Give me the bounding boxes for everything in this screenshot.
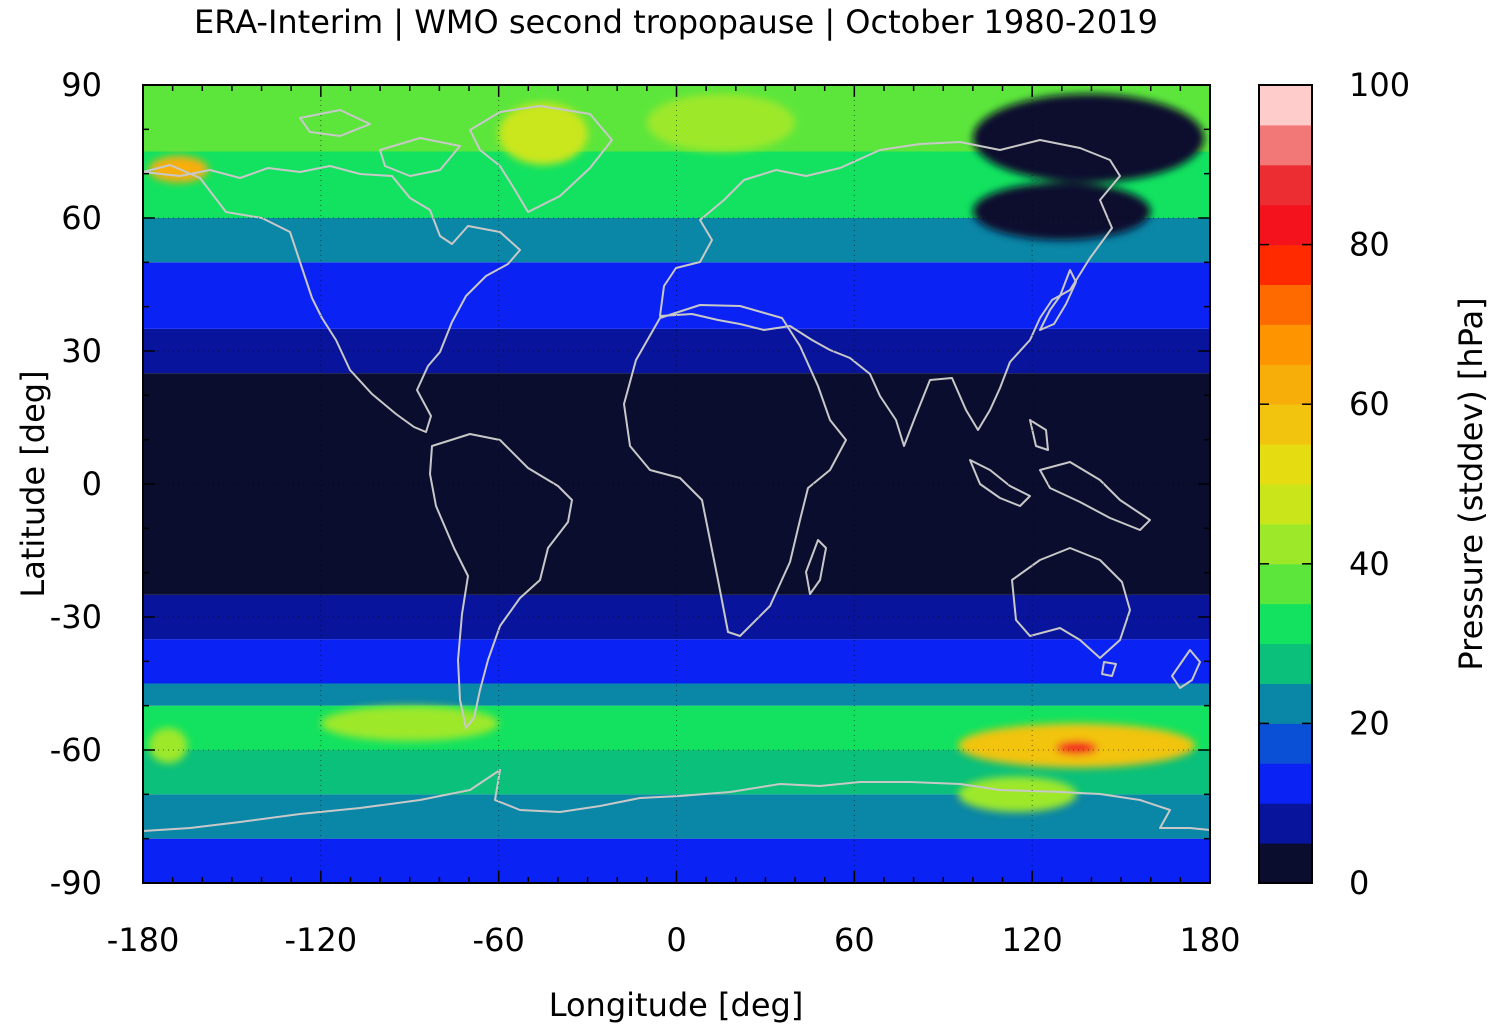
zonal-band-4 xyxy=(143,683,1210,706)
coastline-antarctica xyxy=(143,769,1210,832)
y-tick-label: 30 xyxy=(61,332,102,370)
colorbar-segment-5 xyxy=(1259,643,1312,684)
colorbar-segment-19 xyxy=(1259,85,1312,126)
colorbar-segment-16 xyxy=(1259,204,1312,246)
x-axis-label: Longitude [deg] xyxy=(549,986,804,1024)
y-axis-tick-labels: 90 60 30 0 -30 -60 -90 xyxy=(50,66,102,902)
coastline-madagascar xyxy=(805,539,827,595)
y-tick-label: -60 xyxy=(50,731,102,769)
x-tick-label: -60 xyxy=(473,921,525,959)
x-tick-label: -120 xyxy=(285,921,358,959)
colorbar-segment-6 xyxy=(1259,603,1312,645)
x-tick-label: 180 xyxy=(1179,921,1240,959)
colorbar-segment-14 xyxy=(1259,284,1312,325)
colorbar-segment-15 xyxy=(1259,244,1312,285)
axis-ticks xyxy=(142,84,1211,884)
highlight-3 xyxy=(972,93,1205,183)
coastline-arctic-islands xyxy=(299,109,461,177)
map-panel xyxy=(142,84,1211,884)
colorbar-ticks: 100 80 60 40 20 0 xyxy=(1259,66,1410,902)
coastline-southeast-asia-islands xyxy=(969,419,1151,531)
y-tick-label: -30 xyxy=(50,598,102,636)
colorbar: 100 80 60 40 20 0 Pressure (stddev) [hPa] xyxy=(1258,66,1490,902)
zonal-band-6 xyxy=(143,594,1210,640)
highlight-1 xyxy=(498,102,588,165)
colorbar-segment-8 xyxy=(1259,523,1312,565)
coastlines xyxy=(143,105,1210,832)
coastline-tasmania xyxy=(1101,661,1117,677)
y-axis-label: Latitude [deg] xyxy=(14,370,52,597)
highlight-9 xyxy=(320,705,499,742)
colorbar-segment-2 xyxy=(1259,763,1312,804)
colorbar-scale xyxy=(1259,85,1312,884)
coastline-australia xyxy=(1011,547,1131,659)
colorbar-segment-0 xyxy=(1259,843,1312,884)
highlight-6 xyxy=(1055,741,1098,755)
coastline-japan xyxy=(1039,269,1077,331)
highlight-4 xyxy=(972,182,1151,241)
highlight-8 xyxy=(148,727,188,764)
x-tick-label: 120 xyxy=(1002,921,1063,959)
colorbar-frame xyxy=(1258,84,1313,884)
colorbar-segment-12 xyxy=(1259,364,1312,405)
zonal-band-5 xyxy=(143,639,1210,684)
coastline-greenland xyxy=(469,105,613,213)
colorbar-segment-17 xyxy=(1259,164,1312,206)
colorbar-tick-label: 0 xyxy=(1349,864,1369,902)
colorbar-tick-label: 40 xyxy=(1349,545,1390,583)
colorbar-tick-label: 60 xyxy=(1349,385,1390,423)
colorbar-segment-7 xyxy=(1259,563,1312,605)
highlight-2 xyxy=(646,93,796,152)
coastline-africa xyxy=(623,304,847,637)
colorbar-segment-3 xyxy=(1259,723,1312,764)
colorbar-label: Pressure (stddev) [hPa] xyxy=(1452,297,1490,670)
highlight-7 xyxy=(958,776,1077,813)
chart-title: ERA-Interim | WMO second tropopause | Oc… xyxy=(194,3,1158,41)
coastline-europe xyxy=(659,139,1121,447)
colorbar-tick-label: 20 xyxy=(1349,704,1390,742)
colorbar-tick-label: 80 xyxy=(1349,226,1390,264)
y-tick-label: 0 xyxy=(82,465,102,503)
colorbar-segment-4 xyxy=(1259,683,1312,724)
x-tick-label: 60 xyxy=(834,921,875,959)
colorbar-segment-9 xyxy=(1259,484,1312,525)
grid-lines xyxy=(143,85,1210,883)
x-tick-label: 0 xyxy=(666,921,686,959)
x-axis-tick-labels: -180 -120 -60 0 60 120 180 xyxy=(107,921,1241,959)
coastline-south-america xyxy=(429,433,573,729)
colorbar-segment-1 xyxy=(1259,803,1312,844)
colorbar-tick-label: 100 xyxy=(1349,66,1410,104)
colorbar-segment-18 xyxy=(1259,124,1312,166)
x-tick-label: -180 xyxy=(107,921,180,959)
coastline-new-zealand xyxy=(1171,649,1201,689)
coastline-north-america xyxy=(143,164,521,433)
y-tick-label: -90 xyxy=(50,864,102,902)
y-tick-label: 90 xyxy=(61,66,102,104)
colorbar-segment-13 xyxy=(1259,324,1312,365)
colorbar-segment-11 xyxy=(1259,404,1312,445)
colorbar-segment-10 xyxy=(1259,444,1312,485)
y-tick-label: 60 xyxy=(61,199,102,237)
